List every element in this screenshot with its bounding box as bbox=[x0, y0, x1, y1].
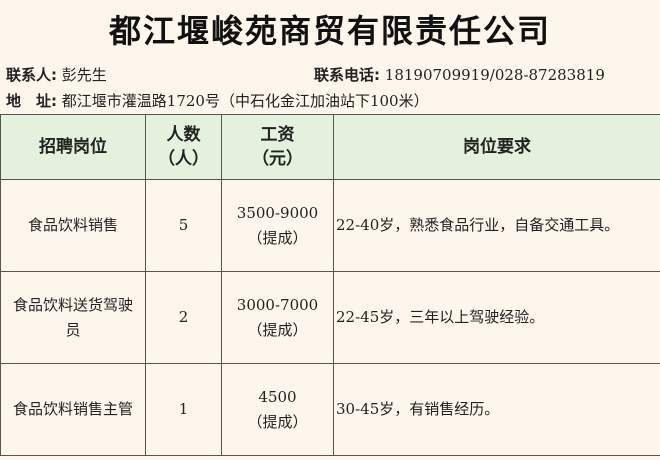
header-requirement: 岗位要求 bbox=[333, 114, 660, 180]
header-salary-unit: （元） bbox=[252, 149, 303, 169]
contact-phone-label: 联系电话: bbox=[314, 66, 380, 84]
cell-requirement: 22-40岁，熟悉食品行业，自备交通工具。 bbox=[333, 179, 660, 272]
contact-person-value: 彭先生 bbox=[61, 66, 107, 84]
address: 地 址: 都江堰市灌温路1720号（中石化金江加油站下100米） bbox=[6, 90, 429, 111]
header-position: 招聘岗位 bbox=[0, 114, 146, 180]
position-text: 食品饮料销售主管 bbox=[13, 400, 134, 418]
table-row: 食品饮料送货驾驶员 2 3000-7000 （提成） 22-45岁，三年以上驾驶经… bbox=[0, 271, 660, 364]
cell-position: 食品饮料销售 bbox=[0, 179, 146, 272]
salary-text: 3000-7000 bbox=[236, 295, 319, 314]
position-text: 食品饮料送货驾驶员 bbox=[13, 295, 134, 339]
salary-note: （提成） bbox=[247, 228, 308, 247]
table-row: 食品饮料销售主管 1 4500 （提成） 30-45岁，有销售经历。 bbox=[0, 363, 660, 456]
address-label: 地 址: bbox=[6, 92, 57, 110]
contact-phone-value: 18190709919/028-87283819 bbox=[384, 66, 605, 84]
header-count-unit: （人） bbox=[158, 149, 209, 169]
cell-position: 食品饮料销售主管 bbox=[0, 363, 146, 456]
salary-text: 4500 bbox=[258, 387, 297, 406]
table-row: 食品饮料销售 5 3500-9000 （提成） 22-40岁，熟悉食品行业，自备交… bbox=[0, 179, 660, 272]
header-salary: 工资 （元） bbox=[221, 114, 334, 180]
salary-note: （提成） bbox=[247, 412, 308, 431]
cell-count: 2 bbox=[145, 271, 222, 364]
header-count-label: 人数 bbox=[166, 125, 201, 145]
cell-salary: 3000-7000 （提成） bbox=[221, 271, 334, 364]
contact-phone: 联系电话: 18190709919/028-87283819 bbox=[314, 64, 605, 85]
cell-position: 食品饮料送货驾驶员 bbox=[0, 271, 146, 364]
header-salary-label: 工资 bbox=[260, 125, 295, 145]
contact-person-label: 联系人: bbox=[6, 66, 57, 84]
cell-count: 1 bbox=[145, 363, 222, 456]
salary-note: （提成） bbox=[247, 320, 308, 339]
position-text: 食品饮料销售 bbox=[27, 216, 118, 234]
salary-text: 3500-9000 bbox=[236, 203, 319, 222]
recruitment-table: 招聘岗位 人数 （人） 工资 （元） 岗位要求 食品饮料销售 5 3500-9000… bbox=[0, 114, 660, 456]
table-header-row: 招聘岗位 人数 （人） 工资 （元） 岗位要求 bbox=[0, 114, 660, 180]
contact-person: 联系人: 彭先生 bbox=[6, 64, 107, 85]
cell-salary: 4500 （提成） bbox=[221, 363, 334, 456]
cell-salary: 3500-9000 （提成） bbox=[221, 179, 334, 272]
cell-count: 5 bbox=[145, 179, 222, 272]
cell-requirement: 30-45岁，有销售经历。 bbox=[333, 363, 660, 456]
company-title: 都江堰峻苑商贸有限责任公司 bbox=[108, 12, 551, 50]
cell-requirement: 22-45岁，三年以上驾驶经验。 bbox=[333, 271, 660, 364]
header-count: 人数 （人） bbox=[145, 114, 222, 180]
address-value: 都江堰市灌温路1720号（中石化金江加油站下100米） bbox=[61, 92, 429, 110]
